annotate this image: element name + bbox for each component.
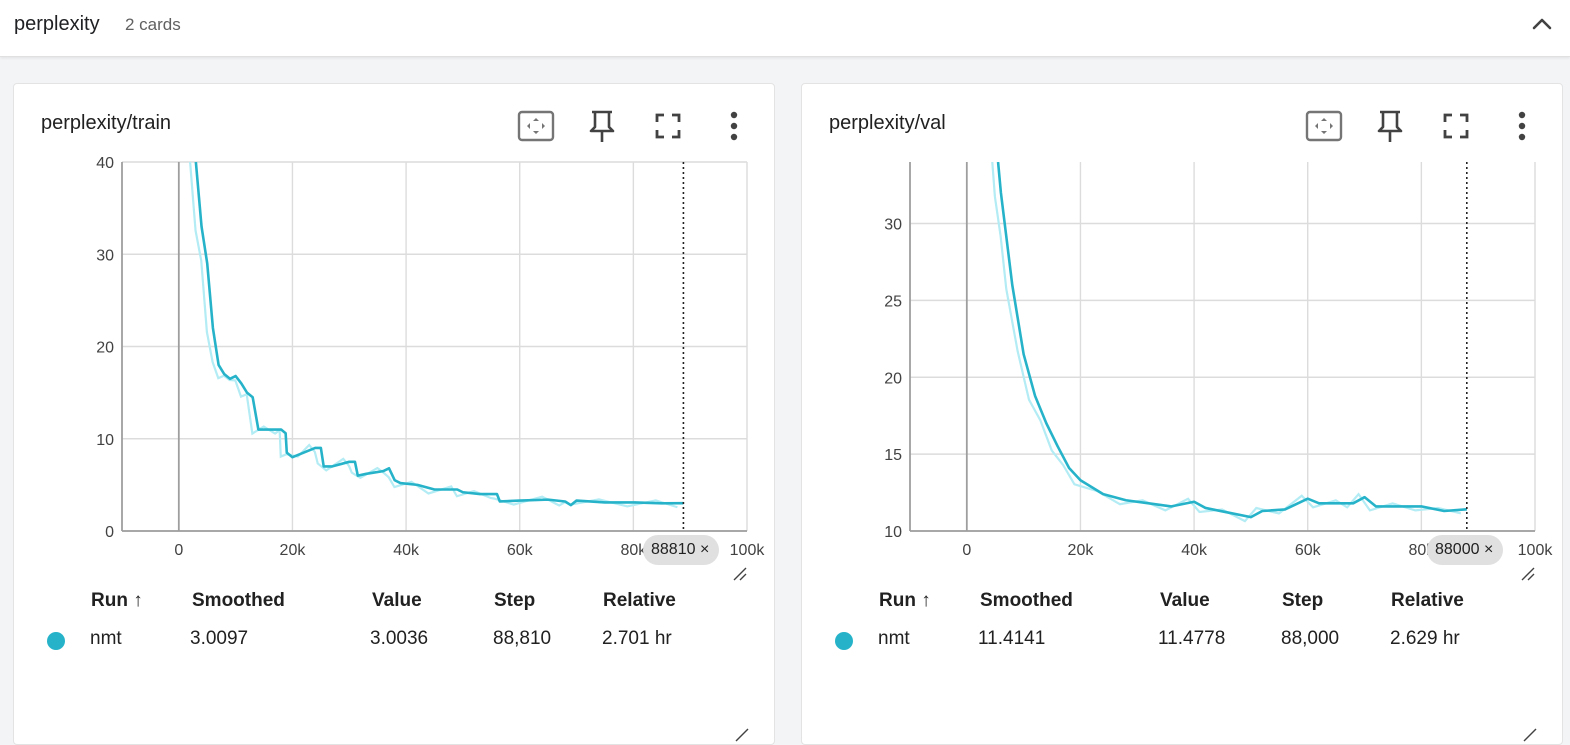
line-chart-train[interactable]: 0 20k 40k 60k 80k 100k 0 10 20 30 40: [14, 84, 774, 584]
raw-series-line: [991, 162, 1462, 523]
x-tick-label: 0: [174, 542, 183, 559]
raw-series-line: [188, 162, 678, 509]
col-value[interactable]: Value: [1160, 590, 1210, 611]
resize-handle-icon[interactable]: [733, 567, 747, 581]
fit-domain-icon[interactable]: [1304, 106, 1344, 146]
cell-smoothed: 3.0097: [190, 628, 249, 649]
y-tick-label: 20: [884, 370, 902, 387]
col-relative[interactable]: Relative: [1391, 590, 1464, 611]
step-marker-chip[interactable]: 88810 ×: [643, 535, 720, 565]
y-tick-label: 40: [96, 155, 114, 172]
pin-icon[interactable]: [1370, 106, 1410, 146]
group-title: perplexity: [14, 13, 100, 35]
col-value[interactable]: Value: [372, 590, 422, 611]
y-tick-label: 25: [884, 293, 902, 310]
card-title: perplexity/val: [829, 112, 946, 134]
cell-value: 3.0036: [370, 628, 429, 649]
cell-relative: 2.701 hr: [602, 628, 672, 649]
cell-step: 88,810: [493, 628, 552, 649]
card-resize-icon[interactable]: [735, 728, 749, 742]
card-resize-icon[interactable]: [1523, 728, 1537, 742]
scalar-card-val: perplexity/val 0 20k 40k 60k 80k 100k 10 15 20 25…: [801, 83, 1563, 745]
col-smoothed[interactable]: Smoothed: [980, 590, 1073, 611]
x-tick-label: 40k: [1181, 542, 1208, 559]
col-step[interactable]: Step: [1282, 590, 1324, 611]
fullscreen-icon[interactable]: [1436, 106, 1476, 146]
group-card-count: 2 cards: [125, 15, 181, 34]
more-vert-icon[interactable]: [714, 106, 754, 146]
col-run[interactable]: Run ↑: [879, 590, 931, 611]
col-smoothed[interactable]: Smoothed: [192, 590, 285, 611]
cell-value: 11.4778: [1158, 628, 1226, 649]
close-icon[interactable]: ×: [699, 541, 710, 558]
cell-run: nmt: [878, 628, 910, 649]
col-step[interactable]: Step: [494, 590, 536, 611]
y-tick-label: 10: [96, 432, 114, 449]
y-tick-label: 30: [96, 247, 114, 264]
series-line-nmt: [996, 162, 1467, 519]
y-tick-label: 30: [884, 217, 902, 234]
run-color-dot: [835, 632, 853, 650]
series-line-nmt: [194, 162, 684, 507]
x-tick-label: 0: [962, 542, 971, 559]
y-tick-label: 0: [105, 524, 114, 541]
col-relative[interactable]: Relative: [603, 590, 676, 611]
y-tick-label: 20: [96, 340, 114, 357]
step-marker-value: 88810: [651, 541, 696, 558]
y-tick-label: 15: [884, 447, 902, 464]
y-tick-label: 10: [884, 524, 902, 541]
run-color-dot: [47, 632, 65, 650]
x-tick-label: 40k: [393, 542, 420, 559]
fullscreen-icon[interactable]: [648, 106, 688, 146]
scalar-card-train: perplexity/train 0 20k 40k 60k 80k 100k 0 10 20 3…: [13, 83, 775, 745]
x-tick-label: 20k: [1068, 542, 1095, 559]
x-tick-label: 80k: [620, 542, 647, 559]
cell-run: nmt: [90, 628, 122, 649]
col-run[interactable]: Run ↑: [91, 590, 143, 611]
more-vert-icon[interactable]: [1502, 106, 1542, 146]
chevron-up-icon[interactable]: [1524, 6, 1560, 42]
card-title: perplexity/train: [41, 112, 172, 134]
x-tick-label: 60k: [1295, 542, 1322, 559]
cell-relative: 2.629 hr: [1390, 628, 1460, 649]
x-tick-label: 20k: [280, 542, 307, 559]
cell-smoothed: 11.4141: [978, 628, 1046, 649]
pin-icon[interactable]: [582, 106, 622, 146]
fit-domain-icon[interactable]: [516, 106, 556, 146]
step-marker-chip[interactable]: 88000 ×: [1427, 535, 1504, 565]
x-tick-label: 100k: [1518, 542, 1554, 559]
resize-handle-icon[interactable]: [1521, 567, 1535, 581]
x-tick-label: 100k: [730, 542, 766, 559]
step-marker-value: 88000: [1435, 541, 1480, 558]
x-tick-label: 60k: [507, 542, 534, 559]
cell-step: 88,000: [1281, 628, 1340, 649]
close-icon[interactable]: ×: [1483, 541, 1494, 558]
card-group-header: perplexity 2 cards: [0, 0, 1570, 57]
